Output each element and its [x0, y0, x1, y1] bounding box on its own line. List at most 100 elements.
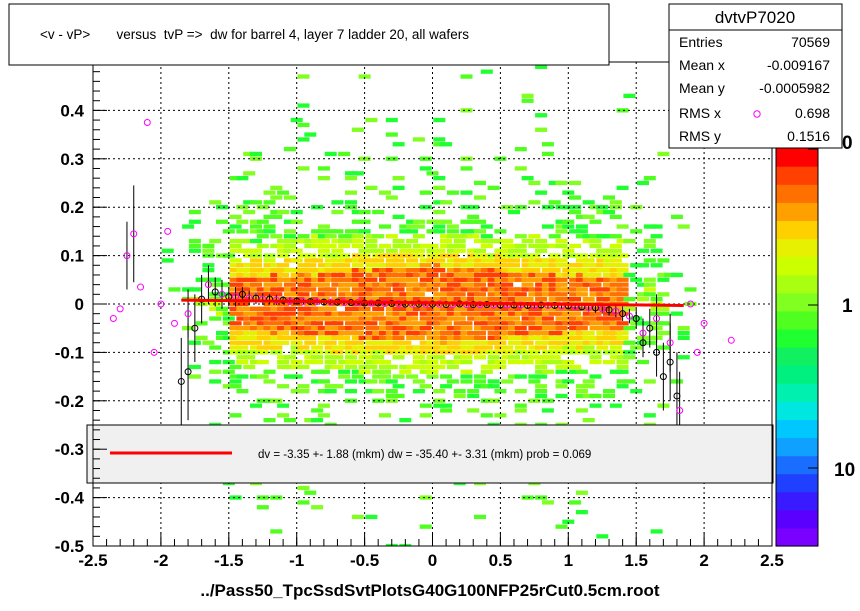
heat-cell	[609, 369, 622, 374]
heat-cell	[501, 277, 514, 282]
heat-cell	[514, 205, 527, 210]
profile-magenta-point	[130, 230, 138, 238]
heat-cell	[406, 219, 419, 224]
y-tick-label: 0.3	[60, 150, 84, 169]
heat-cell	[229, 495, 242, 500]
heat-cell	[426, 253, 439, 258]
heat-cell	[263, 321, 276, 326]
heat-cell	[236, 205, 249, 210]
heat-cell	[609, 326, 622, 331]
heat-cell	[521, 253, 534, 258]
heat-cell	[290, 117, 303, 123]
heat-cell	[643, 238, 656, 244]
heat-cell	[541, 258, 554, 263]
heat-cell	[304, 263, 317, 268]
heat-cell	[358, 379, 371, 384]
heat-cell	[446, 243, 459, 249]
heat-cell	[603, 248, 615, 253]
heat-cell	[270, 529, 283, 534]
heat-cell	[338, 258, 351, 263]
heat-cell	[277, 263, 290, 268]
heat-cell	[494, 238, 507, 244]
heat-cell	[501, 282, 514, 287]
heat-cell	[480, 413, 493, 418]
heat-cell	[311, 355, 324, 360]
y-tick-label: 0.2	[60, 198, 84, 217]
heat-cell	[311, 282, 324, 287]
heat-cell	[643, 287, 656, 292]
heat-cell	[440, 316, 453, 321]
heat-cell	[419, 243, 432, 249]
heat-cell	[453, 282, 466, 287]
heat-cell	[283, 268, 296, 273]
heat-cell	[290, 272, 303, 278]
heat-cell	[541, 326, 554, 331]
heat-cell	[256, 219, 269, 224]
heat-cell	[358, 277, 371, 282]
heat-cell	[528, 335, 541, 340]
heat-cell	[460, 258, 473, 263]
stats-label-entries: Entries	[679, 34, 723, 50]
heat-cell	[440, 243, 453, 249]
heat-cell	[555, 340, 568, 345]
heat-cell	[379, 282, 391, 287]
heat-cell	[311, 311, 324, 316]
heat-cell	[623, 93, 636, 98]
heat-cell	[277, 190, 290, 195]
heat-cell	[372, 297, 385, 302]
heat-cell	[351, 514, 364, 520]
heat-cell	[392, 243, 405, 249]
heat-cell	[277, 384, 290, 389]
heat-cell	[331, 364, 344, 370]
heat-cell	[345, 272, 357, 278]
heat-cell	[250, 359, 262, 365]
heat-cell	[440, 330, 453, 336]
heat-cell	[385, 393, 398, 399]
heat-cell	[270, 306, 283, 311]
heat-cell	[399, 369, 412, 374]
heat-cell	[311, 306, 324, 311]
heat-cell	[616, 253, 629, 258]
heat-cell	[480, 287, 493, 292]
heat-cell	[229, 282, 242, 287]
heat-cell	[406, 253, 419, 258]
heat-cell	[480, 243, 493, 249]
heat-cell	[494, 229, 507, 234]
heat-cell	[474, 379, 486, 384]
heat-cell	[501, 248, 514, 253]
palette-cell	[776, 328, 818, 348]
heat-cell	[345, 355, 357, 360]
heat-cell	[535, 340, 548, 345]
heat-cell	[256, 505, 269, 510]
heat-cell	[297, 74, 310, 79]
heat-cell	[385, 316, 398, 321]
heat-cell	[345, 292, 357, 297]
heat-cell	[338, 330, 351, 336]
heat-cell	[569, 272, 582, 278]
heat-cell	[643, 379, 656, 384]
heat-cell	[345, 326, 357, 331]
heat-cell	[562, 219, 575, 224]
heat-cell	[426, 277, 439, 282]
heat-cell	[399, 364, 412, 370]
heat-cell	[379, 272, 391, 278]
heat-cell	[623, 355, 636, 360]
heat-cell	[372, 287, 385, 292]
heat-cell	[358, 292, 371, 297]
heat-cell	[331, 238, 344, 244]
heat-cell	[345, 398, 357, 403]
heat-cell	[324, 243, 337, 249]
palette-cell	[776, 347, 818, 366]
heat-cell	[487, 355, 500, 360]
heat-cell	[487, 282, 500, 287]
heat-cell	[460, 229, 473, 234]
heat-cell	[474, 282, 486, 287]
heat-cell	[643, 224, 656, 229]
heat-cell	[229, 224, 242, 229]
heat-cell	[589, 263, 602, 268]
heat-cell	[474, 219, 486, 224]
heat-cell	[419, 156, 432, 161]
heat-cell	[250, 311, 262, 316]
heat-cell	[250, 219, 262, 224]
